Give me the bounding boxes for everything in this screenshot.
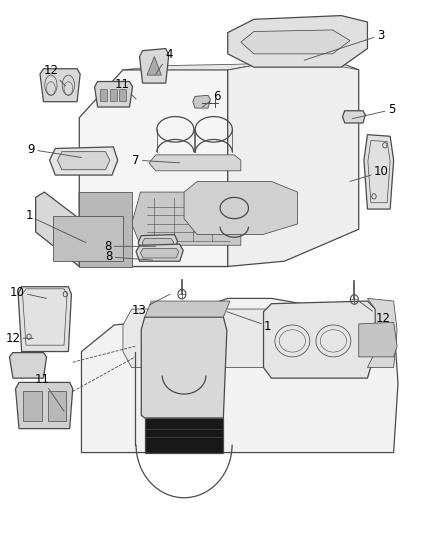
Polygon shape: [123, 54, 359, 70]
Polygon shape: [367, 298, 397, 368]
Text: 4: 4: [155, 49, 173, 74]
Polygon shape: [49, 147, 118, 175]
Polygon shape: [364, 135, 394, 209]
Polygon shape: [57, 152, 110, 169]
Polygon shape: [145, 301, 230, 317]
Text: 6: 6: [202, 90, 221, 107]
Polygon shape: [15, 382, 73, 429]
Text: 9: 9: [28, 143, 81, 158]
Text: 12: 12: [359, 301, 390, 325]
Text: 3: 3: [304, 29, 384, 60]
Polygon shape: [81, 298, 398, 453]
Polygon shape: [40, 69, 80, 102]
Polygon shape: [141, 317, 227, 418]
Text: 8: 8: [104, 240, 155, 253]
Polygon shape: [142, 238, 173, 248]
Polygon shape: [138, 235, 177, 252]
Text: 11: 11: [35, 373, 64, 411]
Polygon shape: [228, 54, 359, 266]
Bar: [48, 391, 66, 421]
Polygon shape: [147, 56, 161, 75]
Polygon shape: [79, 192, 228, 266]
Text: 5: 5: [352, 103, 395, 119]
Polygon shape: [141, 248, 179, 258]
Text: 1: 1: [25, 209, 86, 243]
Polygon shape: [10, 353, 46, 378]
Polygon shape: [343, 111, 365, 123]
Polygon shape: [149, 155, 241, 171]
Polygon shape: [136, 244, 183, 261]
Text: 10: 10: [350, 165, 389, 181]
Polygon shape: [79, 70, 228, 266]
Polygon shape: [184, 181, 297, 235]
Polygon shape: [228, 15, 367, 67]
Polygon shape: [53, 216, 123, 261]
Text: 11: 11: [115, 78, 136, 99]
Polygon shape: [95, 82, 133, 107]
Bar: [100, 89, 107, 101]
Polygon shape: [35, 192, 79, 266]
Polygon shape: [193, 95, 210, 108]
Text: 8: 8: [105, 251, 152, 263]
Polygon shape: [140, 49, 169, 83]
Bar: [23, 391, 42, 421]
Polygon shape: [264, 301, 375, 378]
Polygon shape: [241, 30, 350, 54]
Polygon shape: [145, 418, 223, 453]
Text: 13: 13: [132, 294, 170, 317]
Bar: [120, 89, 127, 101]
Text: 1: 1: [227, 312, 272, 333]
Polygon shape: [18, 287, 71, 352]
Text: 12: 12: [5, 332, 33, 345]
Bar: [110, 89, 117, 101]
Polygon shape: [132, 192, 241, 245]
Text: 10: 10: [10, 286, 46, 298]
Text: 12: 12: [43, 64, 65, 86]
Polygon shape: [359, 322, 397, 357]
Polygon shape: [123, 309, 280, 368]
Text: 7: 7: [132, 154, 180, 167]
Polygon shape: [79, 192, 132, 266]
